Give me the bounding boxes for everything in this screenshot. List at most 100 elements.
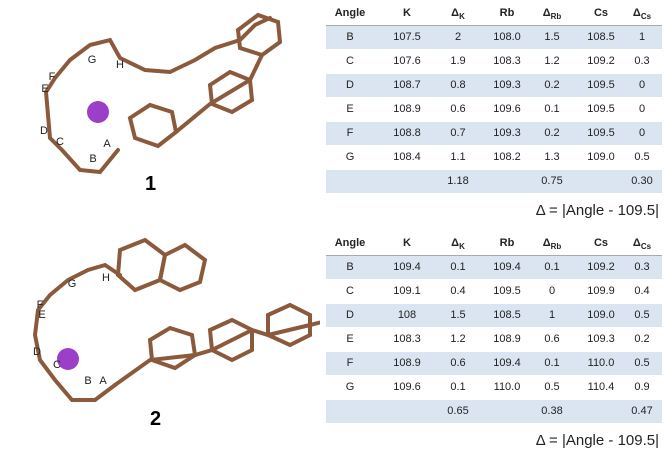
table-cell: 1.5 <box>450 309 466 321</box>
atom-label: E <box>38 309 45 321</box>
table-cell: 109.6 <box>393 381 421 393</box>
table-row: C 109.1 0.4 109.5 0 109.9 0.4 <box>326 280 662 303</box>
table-cell: 1.5 <box>544 31 560 43</box>
table-cell: 0.6 <box>450 357 466 369</box>
table-cell: 109.3 <box>493 79 521 91</box>
table-row: F 108.8 0.7 109.3 0.2 109.5 0 <box>326 122 662 145</box>
table-cell: 1.9 <box>450 55 466 67</box>
header-cell: Rb <box>484 232 530 255</box>
header-text: Cs <box>593 7 609 19</box>
header-subscript: Rb <box>550 12 562 22</box>
ring <box>157 242 208 293</box>
atom-label: A <box>99 375 107 387</box>
table-cell: 0.1 <box>450 261 466 273</box>
header-subscript: K <box>459 12 465 22</box>
table-cell: 109.9 <box>587 285 615 297</box>
table-cell: 0 <box>548 285 556 297</box>
cation <box>57 348 79 370</box>
summary-cell: 0.38 <box>541 405 563 417</box>
table-cell: 0.5 <box>634 151 650 163</box>
header-cell: Angle <box>326 2 374 25</box>
header-cell: K <box>380 232 434 255</box>
table-cell: 0.9 <box>634 381 650 393</box>
cation <box>87 101 109 123</box>
header-text: Δ <box>632 7 641 19</box>
table-cell: 108.5 <box>493 309 521 321</box>
table-cell: 0.1 <box>544 103 560 115</box>
atom-label: A <box>103 138 111 150</box>
header-text: Rb <box>499 237 515 249</box>
table-cell: 108.4 <box>393 151 421 163</box>
atom-label: H <box>102 272 110 284</box>
table-cell: 1 <box>548 309 556 321</box>
table-cell: 109.4 <box>493 357 521 369</box>
ring <box>127 102 179 149</box>
header-cell: ΔK <box>438 232 478 255</box>
molecule-2: 2 AB CD EF G H <box>32 237 320 430</box>
table-cell: 107.6 <box>393 55 421 67</box>
summary-cell: 0.30 <box>631 175 653 187</box>
table-cell: 108.9 <box>393 357 421 369</box>
table-cell: 110.4 <box>587 381 615 393</box>
table-cell: 1.1 <box>450 151 466 163</box>
table-cell: 109.3 <box>587 333 615 345</box>
table-cell: 108.2 <box>493 151 521 163</box>
header-text: Δ <box>632 237 641 249</box>
header-cell: ΔRb <box>530 2 574 25</box>
table-row: D 108 1.5 108.5 1 109.0 0.5 <box>326 304 662 327</box>
table-cell: 109.4 <box>493 261 521 273</box>
table-cell: 0.6 <box>450 103 466 115</box>
header-text: Angle <box>334 237 366 249</box>
table-cell: 108.9 <box>493 333 521 345</box>
table-cell: 110.0 <box>493 381 521 393</box>
table-cell: 1.3 <box>544 151 560 163</box>
atom-label: H <box>116 59 124 71</box>
header-row: Angle K ΔK Rb ΔRb Cs ΔCs <box>326 2 662 26</box>
table-cell: 109.5 <box>587 79 615 91</box>
table-cell: 1.2 <box>544 55 560 67</box>
table-cell: 108.3 <box>493 55 521 67</box>
table-cell: C <box>346 55 354 67</box>
table-cell: B <box>346 31 354 43</box>
header-text: Angle <box>334 7 366 19</box>
table-cell: F <box>346 357 354 369</box>
table-row: F 108.9 0.6 109.4 0.1 110.0 0.5 <box>326 352 662 375</box>
table-cell: G <box>345 381 355 393</box>
header-text: Rb <box>499 7 515 19</box>
atom-label: G <box>88 54 97 66</box>
atom-label: G <box>68 278 77 290</box>
table-cell: 0.2 <box>544 127 560 139</box>
atom-label: F <box>49 71 56 83</box>
molecule-1: 1 AB CD EF G H <box>40 12 283 195</box>
summary-cell: 0.65 <box>447 405 469 417</box>
header-text: Δ <box>451 7 460 19</box>
table-cell: 0.4 <box>450 285 466 297</box>
table-cell: D <box>346 309 354 321</box>
header-cell: Angle <box>326 232 374 255</box>
header-text: Δ <box>542 237 551 249</box>
table-cell: 110.0 <box>587 357 615 369</box>
table-cell: 0 <box>638 127 646 139</box>
table-cell: 1 <box>638 31 646 43</box>
table-cell: 109.0 <box>587 309 615 321</box>
ring <box>235 12 283 58</box>
header-cell: ΔRb <box>530 232 574 255</box>
table-row: G 109.6 0.1 110.0 0.5 110.4 0.9 <box>326 376 662 399</box>
formula: Δ = |Angle - 109.5| <box>535 202 659 219</box>
table-cell: 109.6 <box>493 103 521 115</box>
table-cell: 0.1 <box>544 261 560 273</box>
table-cell: 0 <box>638 103 646 115</box>
table-row: B 109.4 0.1 109.4 0.1 109.2 0.3 <box>326 256 662 279</box>
header-cell: Rb <box>484 2 530 25</box>
table-cell: 109.2 <box>587 261 615 273</box>
header-cell: ΔK <box>438 2 478 25</box>
table-cell: 0.1 <box>450 381 466 393</box>
header-cell: Cs <box>578 2 624 25</box>
header-subscript: Cs <box>640 242 652 252</box>
table-cell: 109.4 <box>393 261 421 273</box>
table-cell: 107.5 <box>393 31 421 43</box>
table-cell: 0.2 <box>544 79 560 91</box>
bond <box>174 53 264 134</box>
table-cell: E <box>346 333 354 345</box>
summary-cell: 1.18 <box>447 175 469 187</box>
